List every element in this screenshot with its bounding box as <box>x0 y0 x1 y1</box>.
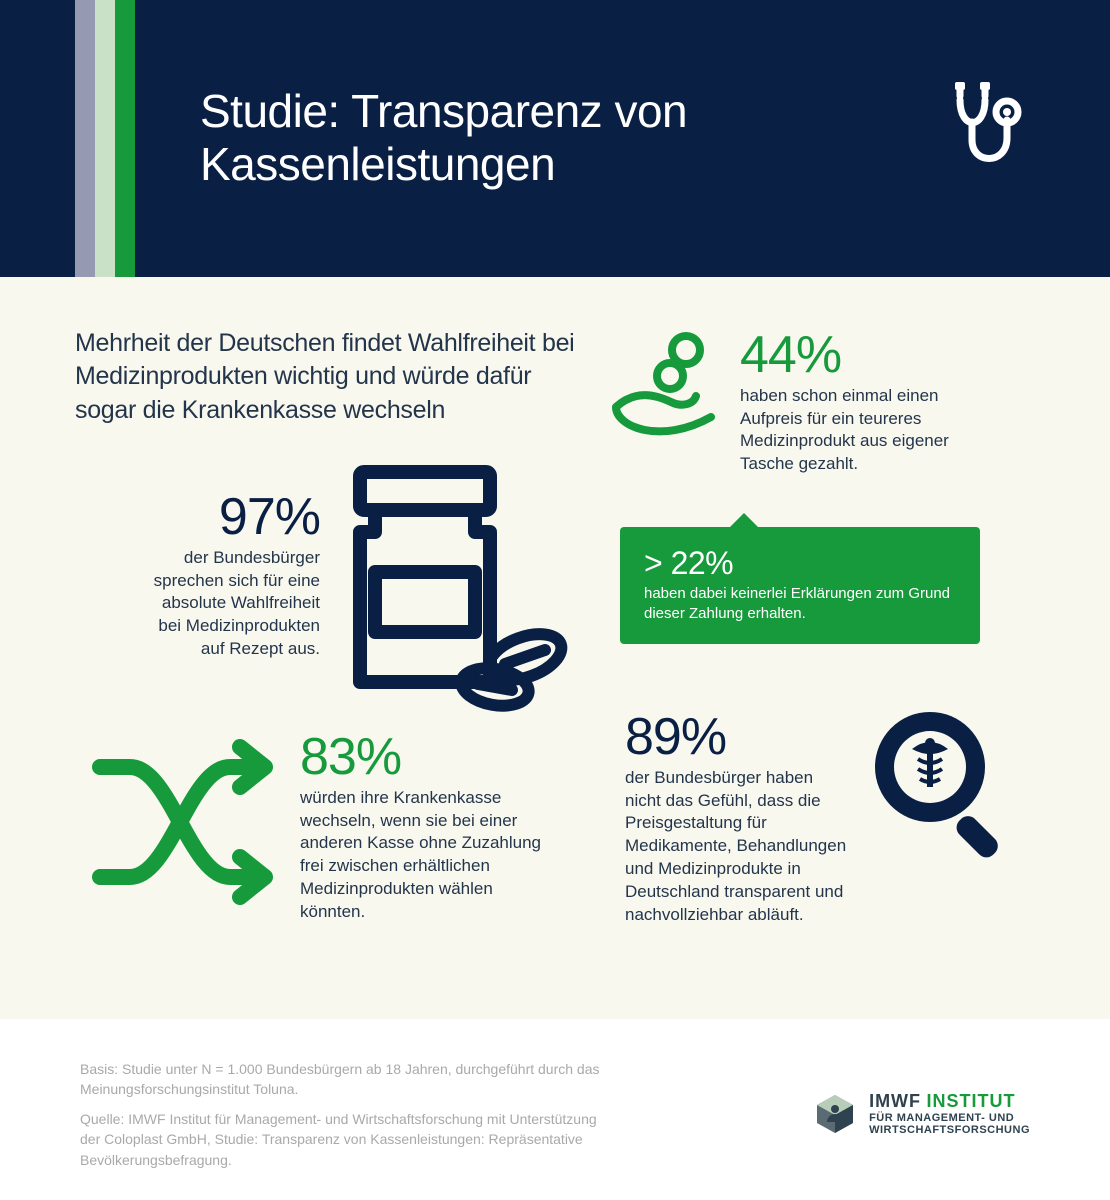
stat-97-desc: der Bundesbürger sprechen sich für eine … <box>150 547 320 662</box>
stat-44-desc: haben schon einmal einen Aufpreis für ei… <box>740 385 980 477</box>
logo-line-2b: WIRTSCHAFTSFORSCHUNG <box>869 1124 1030 1136</box>
stethoscope-icon <box>930 80 1030 195</box>
logo-word-2: INSTITUT <box>927 1091 1016 1111</box>
medicine-bottle-icon <box>330 462 580 717</box>
stat-83: 83% würden ihre Krankenkasse wechseln, w… <box>300 727 560 925</box>
body: Mehrheit der Deutschen findet Wahlfreihe… <box>0 277 1110 1019</box>
stripe-1 <box>75 0 95 310</box>
imwf-logo-text: IMWF INSTITUT FÜR MANAGEMENT- UND WIRTSC… <box>869 1092 1030 1136</box>
switch-arrows-icon <box>85 737 285 912</box>
stat-89-desc: der Bundesbürger haben nicht das Gefühl,… <box>625 767 850 928</box>
page-title: Studie: Transparenz von Kassenleistungen <box>200 85 820 191</box>
stripe-3 <box>115 0 135 310</box>
infographic-page: Studie: Transparenz von Kassenleistungen… <box>0 0 1110 1200</box>
callout-box: > 22% haben dabei keinerlei Erklärungen … <box>620 527 980 645</box>
imwf-logo: IMWF INSTITUT FÜR MANAGEMENT- UND WIRTSC… <box>813 1092 1030 1136</box>
stat-44: 44% haben schon einmal einen Aufpreis fü… <box>740 325 980 477</box>
footer: Basis: Studie unter N = 1.000 Bundesbürg… <box>0 1019 1110 1200</box>
header: Studie: Transparenz von Kassenleistungen <box>0 0 1110 277</box>
imwf-logo-icon <box>813 1092 857 1136</box>
footer-basis: Basis: Studie unter N = 1.000 Bundesbürg… <box>80 1059 620 1100</box>
stat-89-pct: 89% <box>625 707 850 767</box>
logo-word-1: IMWF <box>869 1091 921 1111</box>
callout-title: > 22% <box>644 545 956 582</box>
logo-line-2a: FÜR MANAGEMENT- UND <box>869 1112 1030 1124</box>
footer-text: Basis: Studie unter N = 1.000 Bundesbürg… <box>80 1059 620 1170</box>
intro-text: Mehrheit der Deutschen findet Wahlfreihe… <box>75 327 575 428</box>
stat-89: 89% der Bundesbürger haben nicht das Gef… <box>625 707 850 928</box>
stat-44-pct: 44% <box>740 325 980 385</box>
hand-coins-icon <box>608 332 728 447</box>
header-stripes <box>75 0 135 310</box>
magnifier-caduceus-icon <box>860 697 1020 872</box>
stripe-2 <box>95 0 115 310</box>
stat-97-pct: 97% <box>150 487 320 547</box>
callout-text: haben dabei keinerlei Erklärungen zum Gr… <box>644 584 956 625</box>
footer-quelle: Quelle: IMWF Institut für Management- un… <box>80 1109 620 1170</box>
stat-83-pct: 83% <box>300 727 560 787</box>
stat-83-desc: würden ihre Krankenkasse wechseln, wenn … <box>300 787 560 925</box>
stat-97: 97% der Bundesbürger sprechen sich für e… <box>150 487 320 662</box>
